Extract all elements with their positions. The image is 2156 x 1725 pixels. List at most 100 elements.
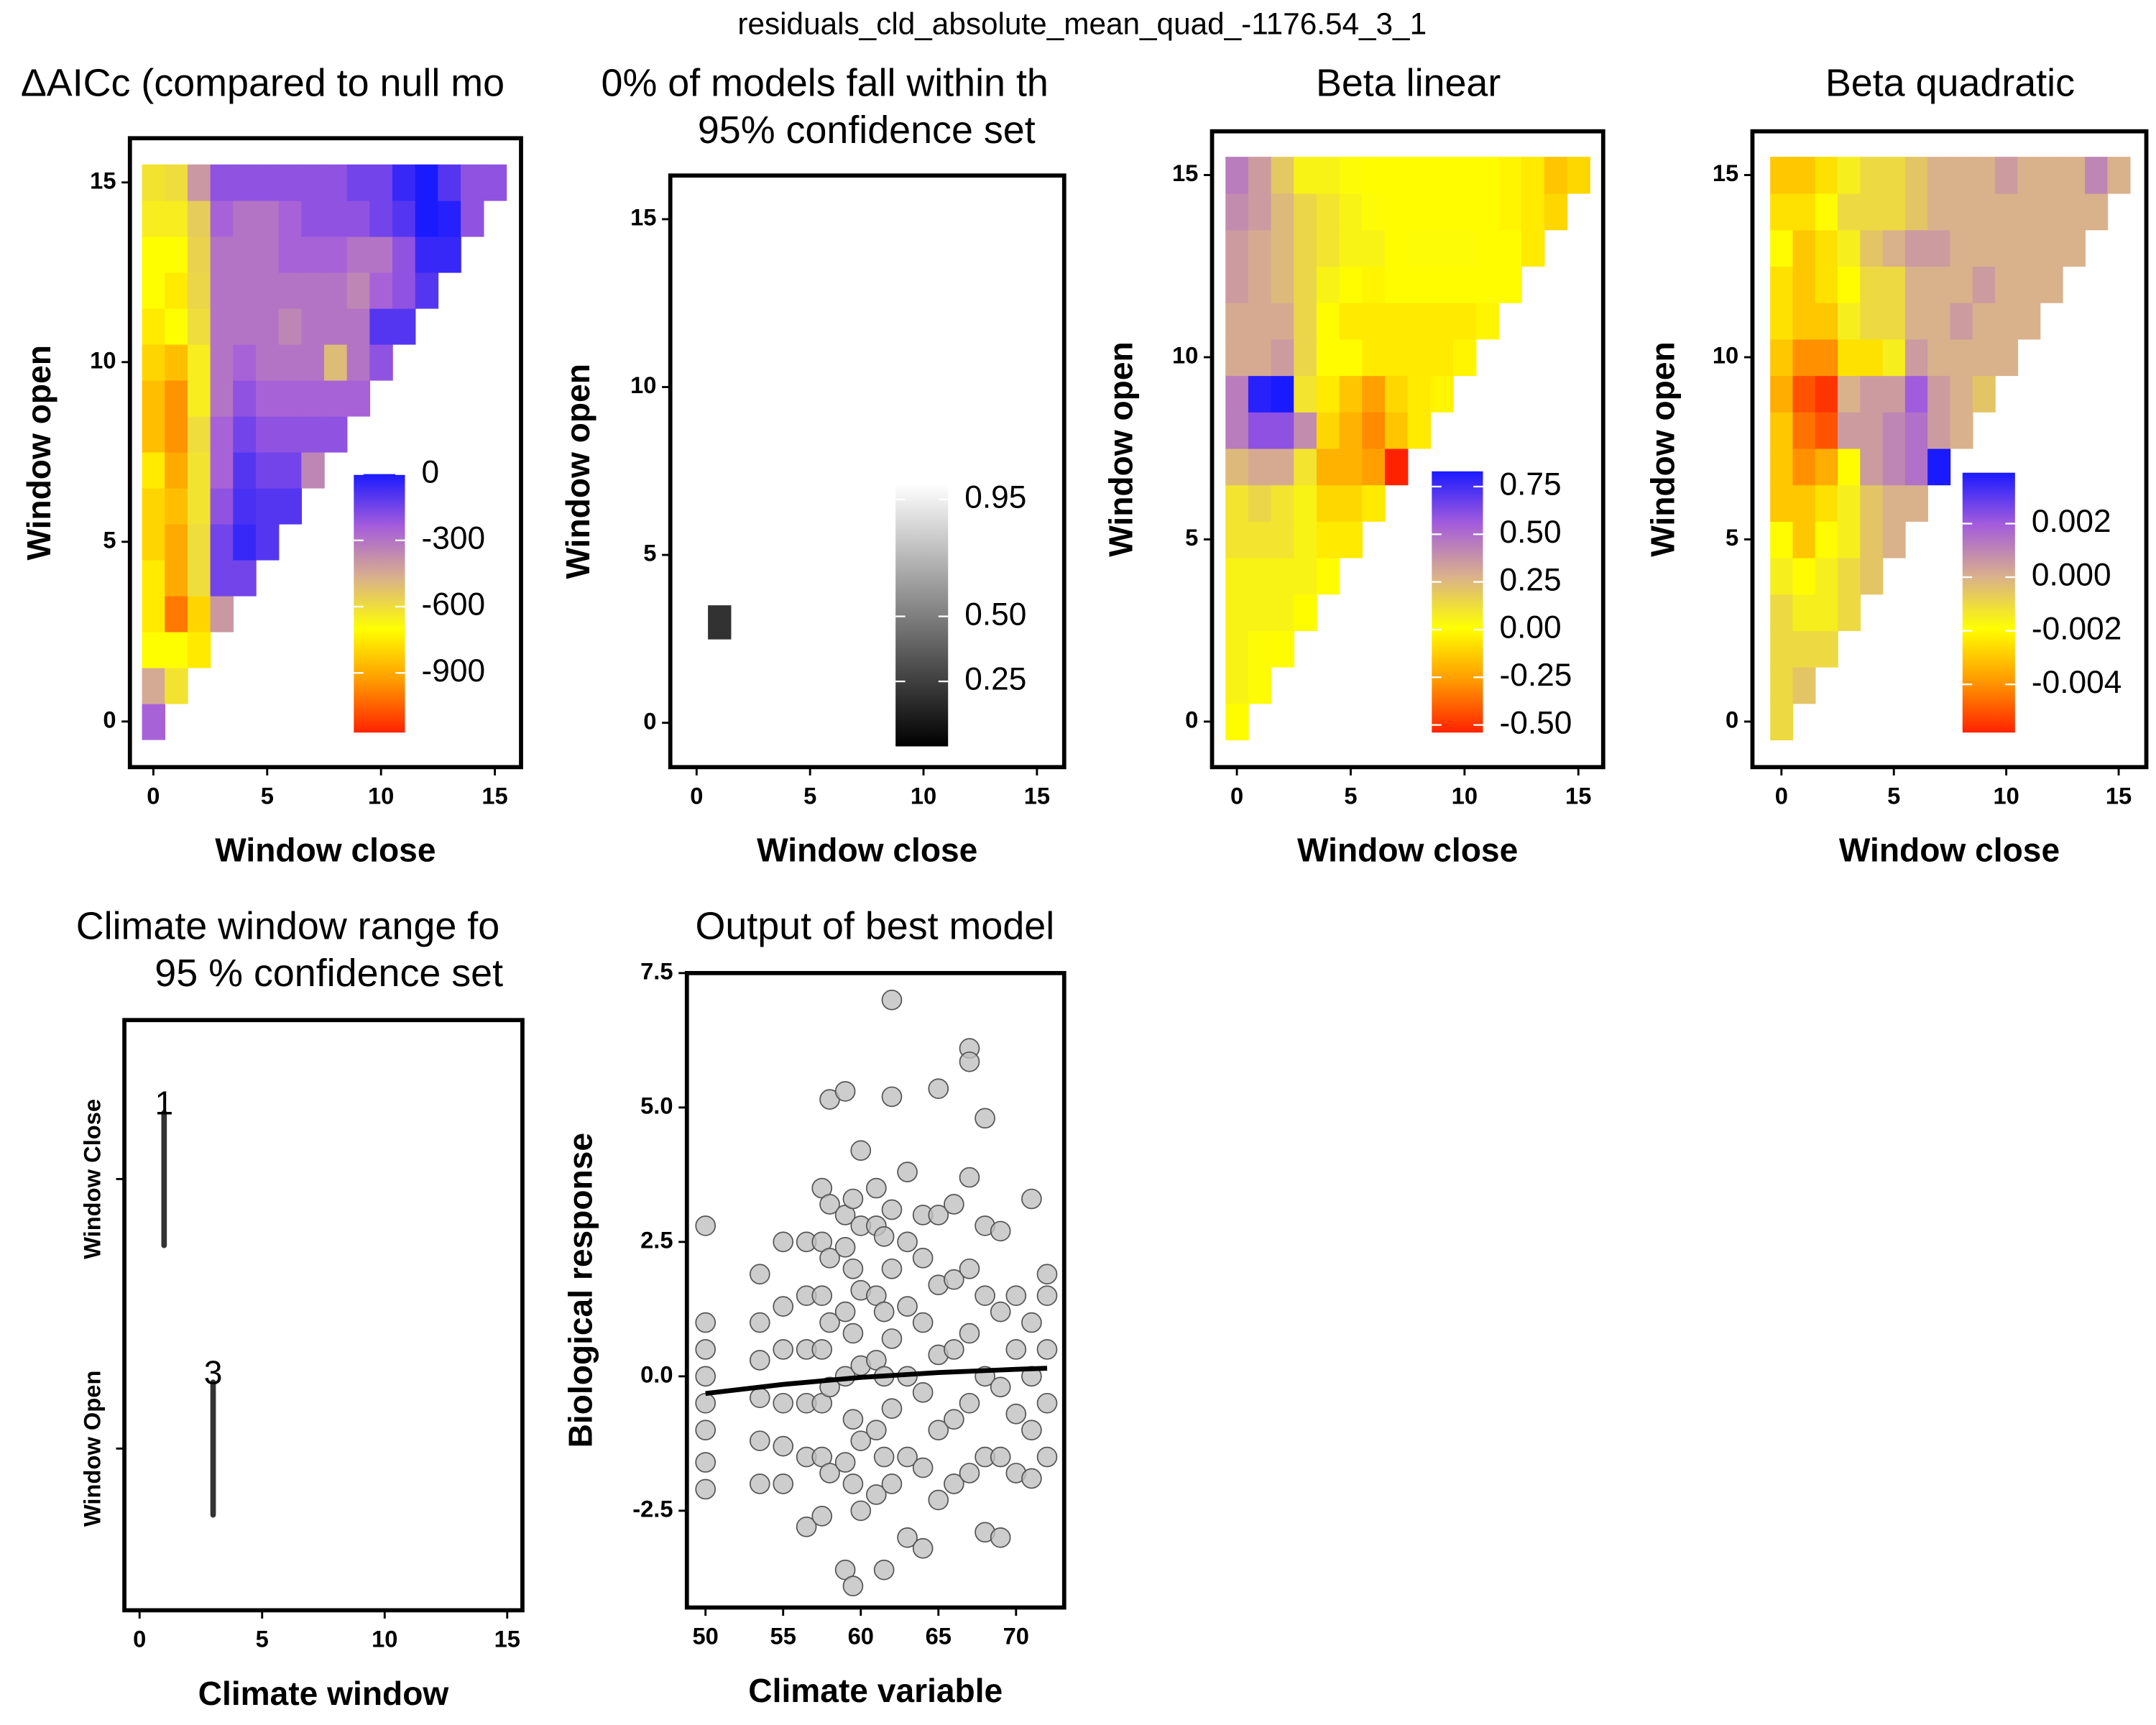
point (834, 1301, 856, 1322)
plot-frame (684, 970, 1067, 1610)
heat-cell (2017, 193, 2041, 231)
heat-cell (1316, 557, 1340, 595)
heat-cell (1995, 339, 2019, 377)
heat-cell (255, 451, 280, 489)
heat-cell (1815, 448, 1838, 486)
heat-cell (438, 200, 461, 237)
heat-cell (1770, 302, 1794, 340)
heat-cell (233, 308, 257, 345)
heat-cell (278, 164, 303, 201)
heat-cell (233, 415, 257, 453)
point (850, 1500, 872, 1522)
heat-cell (1792, 557, 1816, 595)
heat-cell (1316, 375, 1340, 413)
heat-cell (278, 236, 303, 273)
point (695, 1366, 717, 1387)
heat-cell (210, 595, 234, 632)
heat-cell (210, 272, 234, 309)
heat-cell (233, 344, 257, 381)
heat-cell (142, 200, 166, 237)
heat-cell (1339, 193, 1363, 231)
heat-cell (392, 200, 416, 237)
y-axis-title: Window open (559, 364, 596, 579)
heat-cell (1453, 266, 1477, 303)
heat-cell (1927, 339, 1951, 377)
heat-cell (1770, 412, 1794, 449)
point (842, 1322, 864, 1344)
point (873, 1446, 895, 1468)
heat-cell (1407, 412, 1432, 449)
heat-cell (301, 344, 325, 381)
heat-cell (142, 308, 166, 345)
heat-cell (1882, 412, 1906, 449)
heat-cell (2062, 229, 2086, 267)
heat-cell (1544, 157, 1568, 194)
heat-cell (369, 308, 393, 345)
heat-cell (1950, 339, 1973, 377)
heat-cell (1770, 448, 1794, 486)
heat-cell (1248, 266, 1272, 303)
heat-cell (278, 200, 303, 237)
y-tick-label: 5.0 (640, 1092, 673, 1118)
y-tick-label: 5 (643, 540, 656, 566)
heat-cell (1339, 339, 1363, 377)
heat-cell (278, 308, 303, 345)
heat-cell (1792, 302, 1816, 340)
heat-cell (1815, 193, 1838, 231)
heat-cell (187, 272, 211, 309)
heat-cell (1430, 157, 1454, 194)
heat-cell (1860, 557, 1884, 595)
heat-cell (1294, 557, 1317, 595)
fit-line (705, 1366, 1048, 1397)
point (959, 1463, 980, 1484)
heat-cell (1927, 157, 1951, 194)
heat-cell (1384, 266, 1409, 303)
heat-cell (1521, 229, 1545, 267)
heat-cell (1882, 229, 1906, 267)
heat-cell (1225, 521, 1249, 558)
heat-cell (1475, 229, 1500, 267)
heat-cell (1339, 266, 1363, 303)
point (749, 1387, 770, 1409)
point (773, 1392, 794, 1414)
heat-cell (1838, 594, 1861, 631)
heat-cell (1995, 302, 2019, 340)
heat-cell (369, 200, 393, 237)
point (928, 1078, 949, 1100)
x-tick-label: 5 (261, 782, 274, 809)
heat-cell (210, 344, 234, 381)
heat-cell (278, 451, 303, 489)
heat-cell (142, 272, 166, 309)
point (928, 1420, 949, 1441)
point (881, 1086, 903, 1108)
heat-cell (210, 308, 234, 345)
heat-cell (1815, 594, 1838, 631)
heat-cell (1430, 229, 1454, 267)
y-tick-label: 0 (1726, 707, 1738, 733)
heat-cell (1972, 229, 1996, 267)
heat-cell (1770, 557, 1794, 595)
heat-cell (1362, 375, 1386, 413)
point (1036, 1339, 1058, 1360)
point (928, 1205, 949, 1225)
heat-cell (1362, 157, 1386, 194)
heat-cell (2062, 157, 2086, 194)
heat-cell (1882, 266, 1906, 303)
heat-cell (1294, 229, 1317, 267)
heat-cell (1225, 666, 1249, 704)
point (959, 1167, 980, 1188)
heat-cell (1838, 375, 1861, 413)
heat-cell (1430, 193, 1454, 231)
heat-cell (1792, 229, 1816, 267)
heat-cell (1316, 266, 1340, 303)
y-tick-label: 10 (1713, 342, 1738, 369)
x-tick-label: 10 (1993, 782, 2019, 809)
heat-cell (187, 308, 211, 345)
heat-cell (1248, 521, 1272, 558)
heat-cell (1453, 157, 1477, 194)
heat-cell (210, 236, 234, 273)
heat-cell (1225, 375, 1249, 413)
heat-cell (1882, 448, 1906, 486)
heat-cell (2017, 302, 2041, 340)
